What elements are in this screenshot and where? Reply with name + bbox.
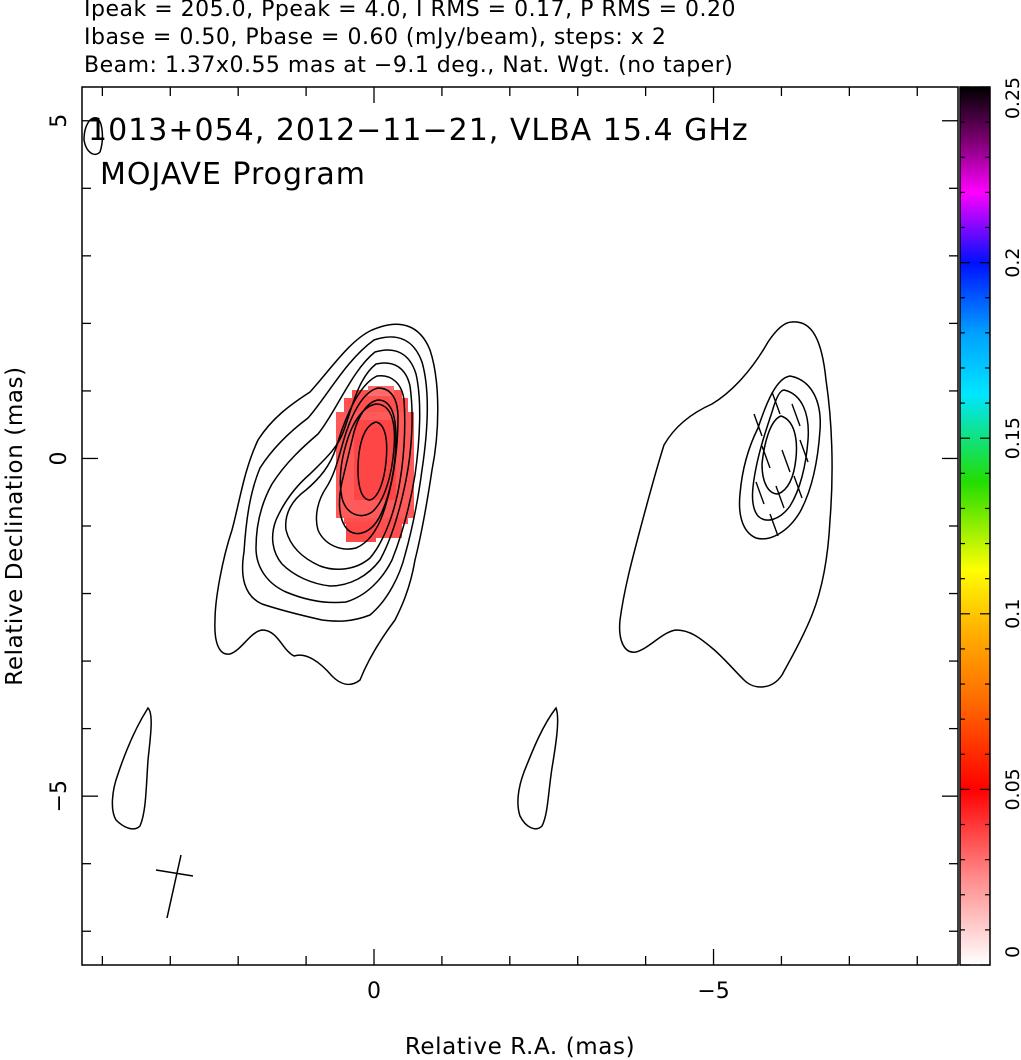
y-axis-label: Relative Declination (mas) [2,366,28,685]
x-tick-label: 0 [367,979,381,1004]
evpa-vector [781,449,791,473]
colorbar-ticks [960,86,990,966]
colorbar-tick-label: 0.15 [1002,417,1021,459]
evpa-vector [771,391,781,415]
colorbar-tick-label: 0.1 [1002,599,1021,629]
header-line-3: Beam: 1.37x0.55 mas at −9.1 deg., Nat. W… [84,53,734,78]
contour-level-5 [284,375,406,571]
colorbar-tick-label: 0 [1002,946,1021,958]
contour-level-6 [315,387,399,550]
plot-frame [81,86,959,966]
polarized-intensity-contours [517,321,833,830]
pol-contour-1 [738,375,821,540]
colorbar-tick-label: 0.2 [1002,247,1021,277]
evpa-vector [793,475,803,499]
pol-contour-outer [618,321,833,688]
colorbar-tick-labels: 0 0.05 0.1 0.15 0.2 0.25 [1002,77,1021,958]
contour-level-2 [241,336,429,622]
pol-pixel-block [354,420,396,500]
beam-marker [155,854,194,919]
colorbar-tick-label: 0.05 [1002,768,1021,810]
evpa-vector [791,403,801,427]
map-subtitle: MOJAVE Program [100,157,366,192]
tick-labels: 0 −5 5 0 −5 [47,114,730,1004]
header-line-1: Ipeak = 205.0, Ppeak = 4.0, I RMS = 0.17… [84,0,736,22]
pol-pixel-block [346,522,376,542]
evpa-vector [761,445,771,469]
axis-ticks [82,87,958,965]
y-tick-label: 5 [47,114,72,128]
colorbar-tick-label: 0.25 [1002,77,1021,119]
contour-isolated-right [517,706,559,830]
contour-top-left-edge [83,117,104,156]
contour-level-1 [214,323,439,686]
evpa-vectors [753,391,809,537]
x-tick-label: −5 [697,979,729,1004]
contour-level-7 [338,399,397,535]
x-axis-label: Relative R.A. (mas) [405,1034,635,1060]
evpa-vector [799,439,809,463]
y-tick-label: 0 [47,451,72,465]
header-line-2: Ibase = 0.50, Pbase = 0.60 (mJy/beam), s… [84,25,667,50]
beam-major-axis [166,854,182,919]
evpa-vector [753,413,763,437]
contour-level-3 [255,349,421,604]
contour-isolated-left [111,706,152,830]
contour-level-9 [357,421,388,501]
pol-contour-2 [751,389,810,521]
evpa-vector [775,485,785,509]
colorbar [959,86,991,966]
evpa-vector [755,481,765,505]
contour-level-8 [339,403,396,517]
map-title: 1013+054, 2012−11−21, VLBA 15.4 GHz [88,113,749,148]
beam-minor-axis [155,869,194,877]
contour-level-4 [271,362,413,587]
y-tick-label: −5 [47,780,72,812]
stokes-i-contours [83,117,439,830]
pol-pixel-block [368,386,394,396]
pol-contour-3 [761,415,798,495]
evpa-vector [769,513,779,537]
